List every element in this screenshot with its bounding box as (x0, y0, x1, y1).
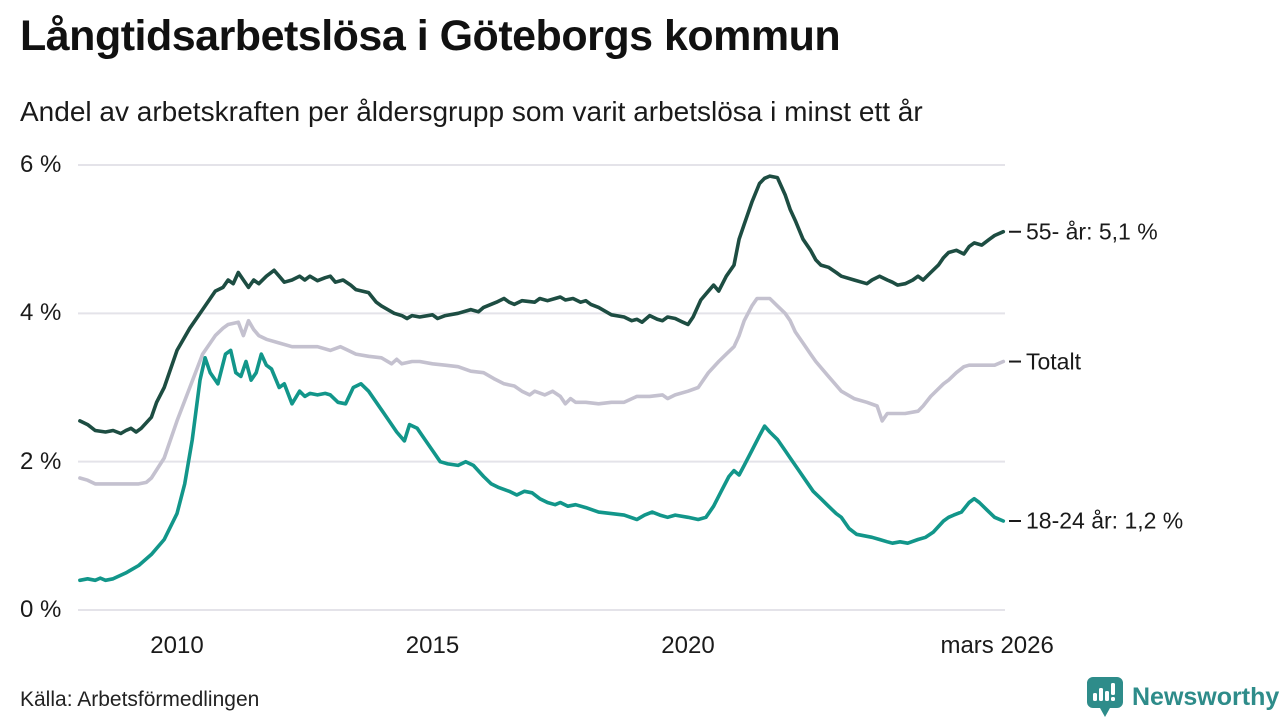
newsworthy-wordmark: Newsworthy (1132, 682, 1280, 711)
series-end-label-totalt: Totalt (1026, 348, 1081, 375)
x-axis-tick-label: mars 2026 (940, 632, 1054, 659)
page-subtitle: Andel av arbetskraften per åldersgrupp s… (20, 96, 923, 127)
series-end-label-18-24-ar: 18-24 år: 1,2 % (1026, 507, 1184, 534)
y-axis-tick-label: 4 % (20, 299, 62, 327)
source-note: Källa: Arbetsförmedlingen (20, 688, 260, 711)
x-axis-tick-label: 2015 (405, 632, 460, 659)
y-axis-tick-label: 6 % (20, 150, 62, 178)
series-end-label-55-ar: 55- år: 5,1 % (1026, 218, 1158, 245)
x-axis-tick-label: 2010 (150, 632, 204, 659)
newsworthy-logo: Newsworthy (1086, 676, 1279, 718)
newsworthy-bubble-icon (1087, 677, 1123, 717)
y-axis-tick-label: 0 % (20, 596, 62, 623)
page-title: Långtidsarbetslösa i Göteborgs kommun (20, 12, 841, 60)
y-axis-tick-label: 2 % (20, 447, 62, 475)
x-axis-tick-label: 2020 (661, 632, 715, 659)
